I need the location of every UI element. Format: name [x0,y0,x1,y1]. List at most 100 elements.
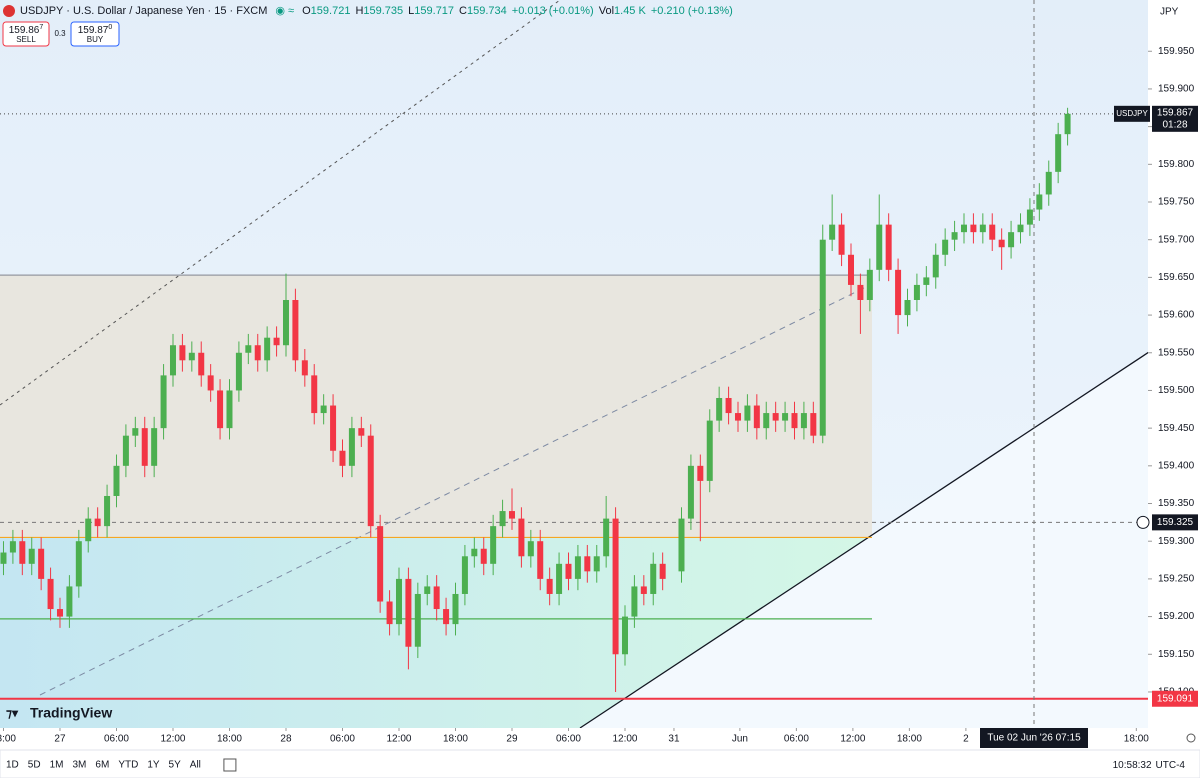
candle-body [254,345,261,361]
date-range-icon[interactable] [223,758,237,772]
sell-button[interactable] [2,21,50,47]
x-tick-label: 06:00 [556,734,581,745]
candle-body [650,563,657,594]
candle-body [28,548,35,564]
candle-body [160,375,167,429]
buy-price-main: 159.87 [78,25,109,36]
candle-body [217,390,224,429]
candle-body [56,609,63,617]
countdown: 01:28 [1162,119,1187,130]
timezone[interactable]: UTC-4 [1156,760,1186,771]
buy-price-sup: 0 [108,24,112,31]
h-value: 159.735 [363,5,403,17]
vol-label: Vol [599,5,614,17]
candle-body [659,563,666,579]
range-box [0,275,872,538]
y-tick-label: 159.800 [1158,159,1195,170]
range-button[interactable]: YTD [118,760,138,771]
candle-body [998,239,1005,248]
candle-body [348,428,355,466]
range-button[interactable]: 1M [50,760,64,771]
range-button[interactable]: 3M [73,760,87,771]
vol-change: +0.210 (+0.13%) [651,5,733,17]
candle-body [499,511,506,527]
range-button[interactable]: 5D [28,760,41,771]
candle-body [904,300,911,316]
candle-body [753,405,760,429]
buy-label: BUY [87,35,104,44]
candle-body [631,586,638,617]
candle-body [301,360,308,376]
range-button[interactable]: 1D [6,760,19,771]
candle-body [527,541,534,557]
crosshair-plus [1136,515,1150,529]
candle-body [989,224,996,240]
candle-body [1045,171,1052,195]
spread: 0.3 [54,29,66,38]
sell-price: 159.867 [9,24,44,36]
candle-body [612,518,619,655]
crosshair-price: 159.325 [1157,517,1194,528]
y-tick-label: 159.500 [1158,385,1195,396]
range-button[interactable]: 1Y [147,760,160,771]
x-tick-label: 12:00 [386,734,411,745]
logo-mark: ⁊▾ [6,706,19,720]
candle-body [226,390,233,429]
candle-body [518,518,525,557]
candle-body [810,413,817,436]
candle-body [433,586,440,610]
range-button[interactable]: 5Y [169,760,182,771]
candle-body [151,428,158,466]
candle-body [207,375,214,391]
candle-body [405,578,412,647]
candle-body [734,413,741,421]
candle-body [603,518,610,557]
candle-body [951,232,958,240]
y-tick-label: 159.750 [1158,197,1195,208]
o-value: 159.721 [311,5,351,17]
symbol-tag [1114,105,1150,122]
candle-body [198,352,205,376]
y-tick-label: 159.650 [1158,272,1195,283]
candle-body [556,563,563,594]
clock-time: 10:58:32 [1113,760,1152,771]
candle-body [320,405,327,414]
candle-body [716,397,723,421]
candle-body [188,352,195,361]
logo: TradingView [30,705,112,721]
range-button[interactable]: 6M [95,760,109,771]
x-tick-label: 06:00 [784,734,809,745]
x-tick-label: 29 [506,734,518,745]
candle-body [593,556,600,572]
candle-body [876,224,883,270]
y-tick-label: 159.700 [1158,234,1195,245]
candle-body [367,435,374,527]
candle-body [480,548,487,564]
clock: 10:58:32 UTC-4 [1113,760,1186,771]
candle-body [132,428,139,436]
x-tick-label: 18:00 [217,734,242,745]
candle-body [443,609,450,625]
candle-body [546,578,553,594]
candle-body [942,239,949,255]
l-label: L [408,5,414,17]
candle-body [1064,113,1071,135]
candle-body [885,224,892,270]
candle-body [706,420,713,481]
candle-body [960,224,967,233]
change: +0.013 (+0.01%) [512,5,594,17]
settings-icon[interactable] [1186,733,1196,743]
candle-body [47,578,54,610]
candle-body [75,541,82,587]
c-value: 159.734 [467,5,507,17]
time-axis [0,728,1148,750]
y-tick-label: 159.400 [1158,460,1195,471]
trend-line [579,349,1153,729]
candle-body [508,511,515,519]
y-tick-label: 159.950 [1158,46,1195,57]
range-button[interactable]: All [190,760,201,771]
x-tick-label: 27 [54,734,66,745]
symbol-tag-text: USDJPY [1116,109,1148,118]
buy-button[interactable] [70,21,120,47]
